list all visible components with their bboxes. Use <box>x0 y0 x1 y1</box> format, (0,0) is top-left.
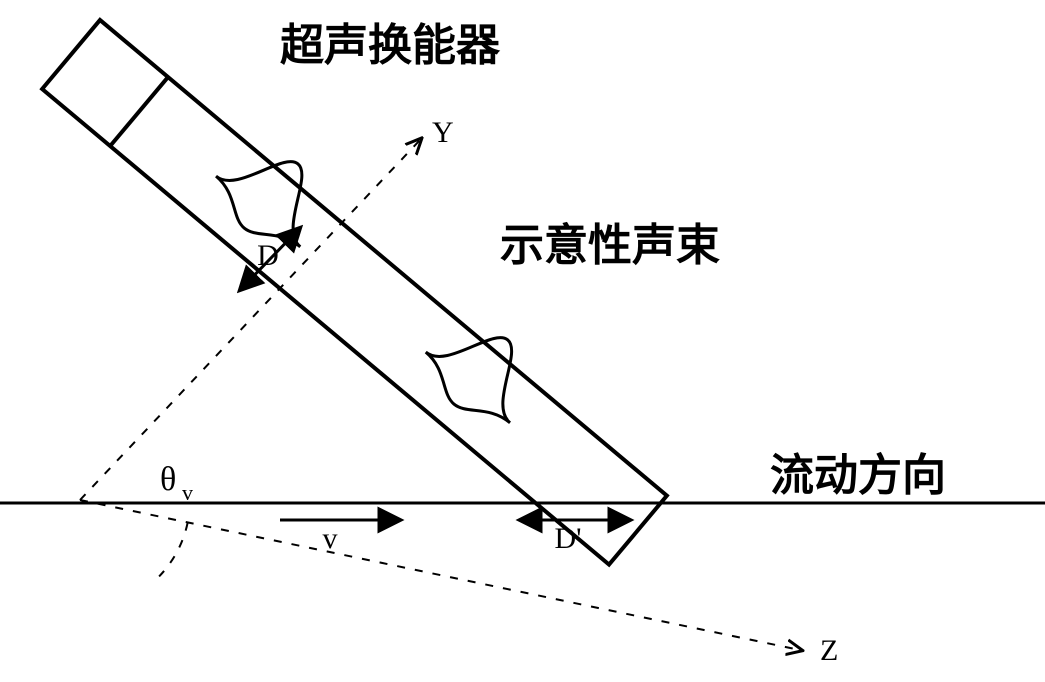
v-label: v <box>323 522 338 555</box>
theta-label: θ <box>160 461 176 498</box>
z-axis <box>80 500 800 650</box>
angle-arc <box>159 523 187 577</box>
d-prime-label: D' <box>554 522 581 555</box>
transducer-label: 超声换能器 <box>280 21 501 70</box>
y-axis <box>80 140 420 500</box>
theta-subscript: v <box>182 480 193 505</box>
d-label: D <box>257 239 279 272</box>
beam-label: 示意性声束 <box>500 221 720 270</box>
flow-label: 流动方向 <box>770 451 946 500</box>
z-axis-label: Z <box>820 634 838 667</box>
y-axis-label: Y <box>432 116 454 149</box>
transducer-body <box>42 7 678 565</box>
beam-pulse-2 <box>412 305 550 440</box>
diagram-canvas: Z Y 超声换能器 示意性声束 流动方向 θ v v D D' <box>0 0 1045 682</box>
